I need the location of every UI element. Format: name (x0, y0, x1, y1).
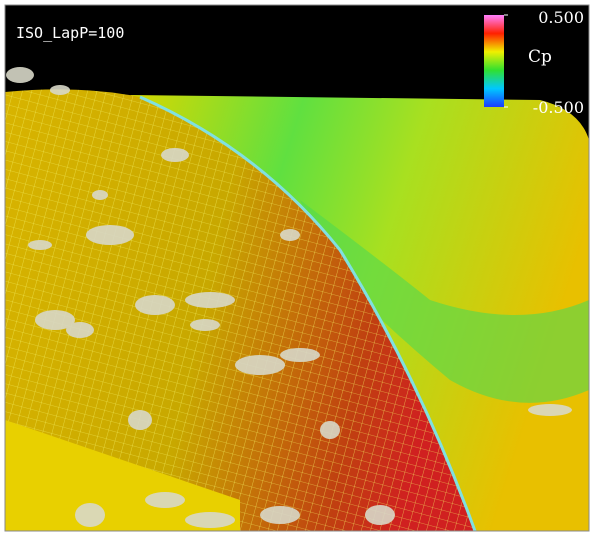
colorbar-label: Cp (528, 47, 552, 67)
colorbar-tick-label: 0.500 (538, 8, 584, 27)
colorbar-tick-label: -0.500 (533, 98, 584, 117)
visualization: ISO_LapP=100 Cp 0.500 -0.500 (0, 0, 594, 536)
colorbar (484, 15, 504, 107)
annotation: ISO_LapP=100 (16, 24, 124, 42)
